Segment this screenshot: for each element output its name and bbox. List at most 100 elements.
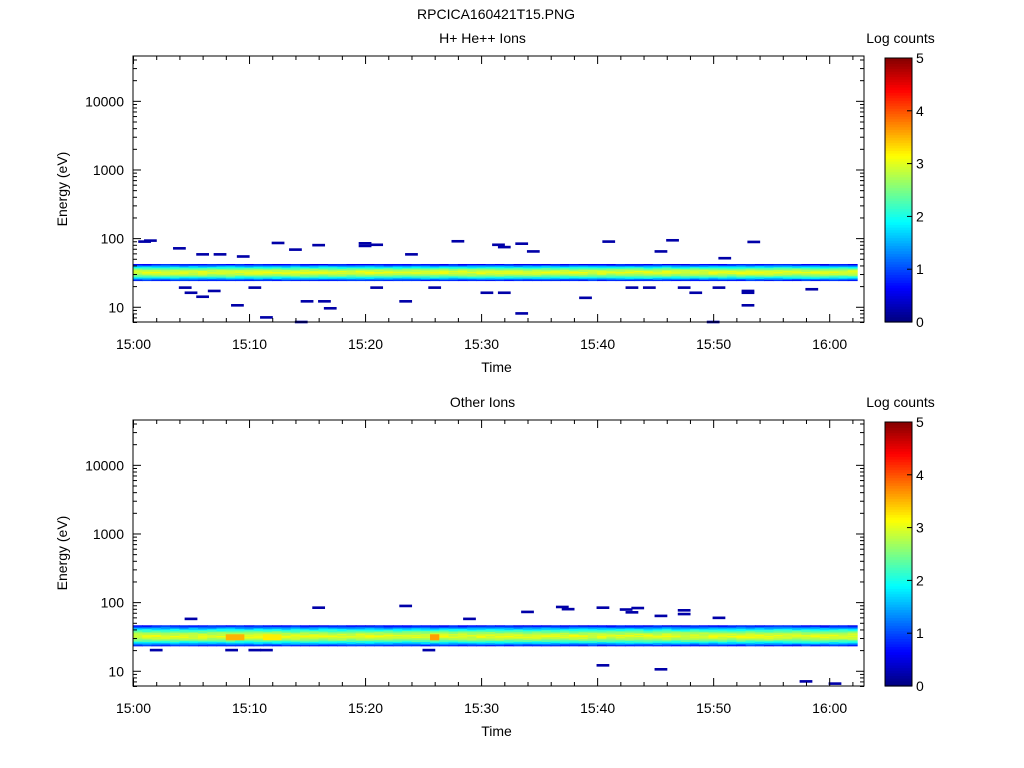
heatmap-cell: [142, 639, 153, 642]
heatmap-cell: [439, 629, 450, 631]
heatmap-cell: [476, 274, 487, 276]
heatmap-cell: [652, 627, 663, 629]
heatmap-cell: [420, 273, 431, 275]
heatmap-cell: [402, 279, 413, 282]
heatmap-cell: [643, 627, 654, 629]
heatmap-cell: [532, 264, 543, 266]
heatmap-cell: [727, 633, 737, 636]
heatmap-cell: [717, 641, 728, 643]
heatmap-cell: [467, 632, 478, 634]
heatmap-cell: [764, 627, 775, 630]
heatmap-cell: [773, 270, 784, 272]
heatmap-cell: [504, 277, 515, 279]
heatmap-cell: [272, 625, 283, 627]
heatmap-cell: [773, 629, 784, 631]
heatmap-cell: [485, 626, 496, 628]
heatmap-cell: [207, 263, 218, 266]
heatmap-cell: [578, 633, 589, 636]
heatmap-cell: [448, 639, 459, 642]
heatmap-cell: [457, 263, 468, 266]
heatmap-cell: [578, 279, 589, 281]
heatmap-cell: [160, 626, 171, 628]
heatmap-cell: [754, 269, 765, 271]
heatmap-cell: [578, 642, 589, 644]
heatmap-cell: [253, 268, 264, 270]
heatmap-cell: [680, 632, 691, 634]
heatmap-cell: [467, 641, 478, 643]
heatmap-cell: [764, 274, 775, 276]
heatmap-cell: [810, 263, 821, 266]
heatmap-cell: [819, 266, 830, 268]
heatmap-cell: [745, 632, 756, 634]
heatmap-cell: [522, 279, 533, 282]
heatmap-cell: [550, 627, 561, 630]
y-tick-label: 10: [108, 663, 124, 679]
heatmap-cell: [810, 627, 821, 630]
heatmap-cell: [819, 270, 830, 272]
colorbar-label: Log counts: [866, 30, 935, 46]
heatmap-cell: [355, 643, 366, 645]
heatmap-cell: [170, 643, 181, 645]
heatmap-cell: [170, 640, 181, 643]
heatmap-cell: [680, 273, 691, 275]
heatmap-cell: [188, 627, 199, 630]
heatmap-cell: [151, 635, 162, 637]
sparse-pixel: [654, 668, 668, 671]
heatmap-cell: [439, 270, 450, 273]
heatmap-cell: [541, 631, 552, 633]
colorbar-tick-label: 3: [916, 156, 924, 172]
heatmap-cell: [801, 629, 812, 631]
heatmap-cell: [522, 266, 533, 268]
heatmap-cell: [392, 266, 403, 268]
colorbar-swatch: [885, 585, 912, 589]
heatmap-cell: [244, 626, 255, 628]
heatmap-cell: [290, 264, 301, 266]
heatmap-cell: [708, 277, 719, 279]
heatmap-cell: [792, 631, 802, 633]
sparse-pixel: [318, 300, 331, 303]
heatmap-cell: [272, 278, 283, 280]
heatmap-cell: [717, 625, 728, 627]
heatmap-cell: [513, 630, 524, 632]
heatmap-cell: [170, 631, 181, 633]
heatmap-cell: [754, 273, 765, 275]
heatmap-cell: [133, 630, 143, 632]
heatmap-cell: [708, 277, 719, 279]
heatmap-cell: [337, 645, 348, 647]
heatmap-cell: [745, 270, 756, 272]
heatmap-cell: [253, 263, 264, 266]
heatmap-cell: [262, 640, 273, 643]
heatmap-cell: [448, 279, 459, 281]
heatmap-cell: [773, 633, 784, 636]
heatmap-cell: [847, 636, 858, 638]
heatmap-cell: [411, 637, 422, 639]
heatmap-cell: [151, 266, 162, 268]
heatmap-cell: [615, 279, 626, 282]
heatmap-cell: [281, 640, 292, 643]
heatmap-cell: [838, 638, 849, 640]
heatmap-cell: [133, 633, 143, 636]
heatmap-cell: [727, 637, 737, 639]
heatmap-cell: [671, 277, 682, 279]
heatmap-cell: [736, 279, 747, 282]
heatmap-cell: [587, 627, 598, 629]
heatmap-cell: [467, 631, 478, 633]
heatmap-cell: [745, 641, 756, 643]
heatmap-cell: [430, 626, 440, 628]
heatmap-cell: [504, 278, 515, 280]
heatmap-cell: [838, 629, 849, 631]
heatmap-cell: [532, 263, 543, 266]
heatmap-cell: [448, 627, 459, 630]
heatmap-cell: [560, 270, 570, 273]
heatmap-cell: [309, 266, 320, 268]
heatmap-cell: [634, 642, 645, 644]
heatmap-cell: [476, 265, 487, 267]
heatmap-cell: [587, 277, 598, 279]
heatmap-cell: [346, 278, 357, 280]
heatmap-cell: [253, 633, 264, 636]
heatmap-cell: [290, 278, 301, 280]
colorbar-swatch: [885, 556, 912, 560]
heatmap-cell: [829, 278, 840, 280]
heatmap-cell: [495, 275, 505, 277]
heatmap-cell: [736, 277, 747, 279]
